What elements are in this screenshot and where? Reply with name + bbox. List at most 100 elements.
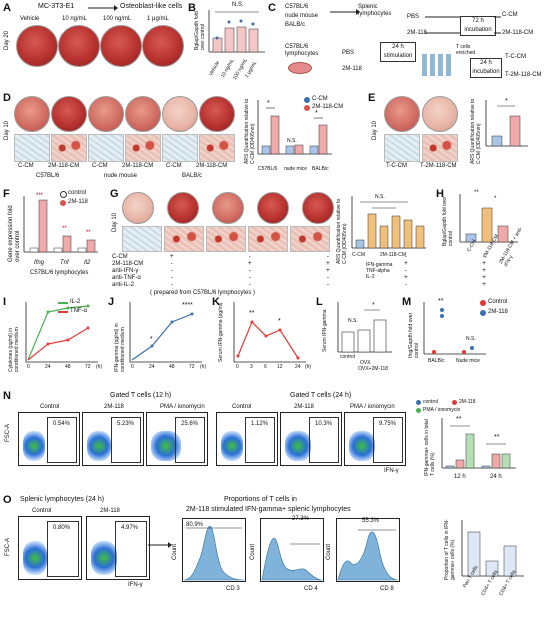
group-title: Splenic lymphocytes (24 h) <box>20 496 105 503</box>
day-label: Day 10 <box>372 120 378 140</box>
sig-mark: * <box>372 302 375 309</box>
legend-swatch <box>416 400 421 405</box>
legend-swatch <box>480 300 486 306</box>
sig-mark: * <box>278 318 281 325</box>
well-label: C-CM <box>92 163 108 169</box>
row-label: anti-IL-2 <box>112 282 135 288</box>
histogram-cd4 <box>260 518 324 582</box>
legend-label: 2M-118-CM <box>312 104 344 110</box>
chart-l <box>337 302 392 353</box>
ns-label: N.S. <box>375 194 385 200</box>
histogram-cd3 <box>182 518 246 582</box>
mouse-1: nude mouse <box>285 13 319 19</box>
strain-label: BALB/c <box>182 173 203 179</box>
tccm-label: T-C-CM <box>505 54 526 60</box>
y-axis-label: FSC-A <box>5 424 11 442</box>
group-title: Gated T cells (24 h) <box>290 392 352 399</box>
neut-label: TNF-alpha <box>366 268 390 274</box>
well-label: 2M-118-CM <box>196 163 228 169</box>
micrograph <box>384 134 420 162</box>
chart-f <box>23 196 98 253</box>
well-label: T-C-CM <box>386 163 407 169</box>
legend-label: TNF-α <box>70 308 88 314</box>
x-tick: 72 <box>189 364 195 370</box>
hist-percent: 80.9% <box>186 522 204 528</box>
stain-well <box>167 192 199 224</box>
group-label: 2M-118-CM <box>380 252 407 258</box>
panel-letter: M <box>402 296 412 308</box>
prop-subtitle: 2M-118 stimulated IFN-gamma+ splenic lym… <box>186 506 351 513</box>
stain-well <box>51 96 87 132</box>
x-tick: BALB/c <box>312 166 329 172</box>
chart-i <box>25 302 98 363</box>
mouse-2: BALB/c <box>285 22 306 28</box>
chart-o <box>461 520 524 577</box>
stain-well <box>384 96 420 132</box>
x-axis-label: CD 8 <box>380 586 394 592</box>
neut-label: IFN-gamma <box>366 262 393 268</box>
chart-g <box>351 196 426 249</box>
m118cm-label: 2M-118-CM <box>502 30 534 36</box>
x-tick: 12 <box>277 364 283 370</box>
micrograph <box>14 134 50 162</box>
day-label: Day 20 <box>4 30 10 50</box>
gate-percent: 0.54% <box>53 421 71 427</box>
panel-letter: F <box>3 188 10 200</box>
legend-swatch <box>480 310 486 316</box>
panel-letter: A <box>3 2 11 14</box>
x-tick: 0 <box>131 364 134 370</box>
row-label: C-CM <box>112 254 128 260</box>
well-label: C-CM <box>18 163 34 169</box>
sig-mark: ** <box>474 190 479 196</box>
x-axis-label: C57BL/6 lymphocytes <box>30 270 89 276</box>
panel-letter: O <box>3 494 12 506</box>
arrow-text: Osteoblast-like cells <box>120 3 183 10</box>
x-tick: 24 <box>45 364 51 370</box>
bar <box>224 27 235 53</box>
flow-plot: 0.54% <box>18 412 80 466</box>
x-axis-label: CD 3 <box>226 586 240 592</box>
strain-label: C57BL/6 <box>36 173 60 179</box>
panel-letter: N <box>3 390 11 402</box>
gate-percent: 0.80% <box>53 525 71 531</box>
y-axis-label: Serum IFN-gamma <box>322 309 328 352</box>
legend-swatch <box>304 105 310 111</box>
flow-arrows <box>425 16 501 34</box>
flow-plot: 4.97% <box>86 516 150 580</box>
cond-0: Vehicle <box>20 16 40 22</box>
x-tick: Tnf <box>60 260 69 266</box>
y-axis-label: ARS Quantification relative to C-CM (OD4… <box>470 98 482 164</box>
legend-swatch <box>58 302 68 304</box>
arrow-icon <box>330 9 360 15</box>
x-axis-label: IFN-γ <box>384 468 399 474</box>
y-axis-label: IFN-gamma (pg/ml) in conditioned medium <box>114 323 126 372</box>
sig-mark: * <box>315 110 318 117</box>
sig-mark: N.S. <box>287 138 297 144</box>
row-label: 2M-118-CM <box>112 261 144 267</box>
chart-h <box>459 194 518 243</box>
stain-well <box>257 192 289 224</box>
ns-label: N.S. <box>232 2 244 8</box>
x-tick: Nude mice <box>456 358 480 364</box>
well-label: 2M-118-CM <box>122 163 154 169</box>
legend-swatch <box>416 408 421 413</box>
x-tick: C57BL/6 <box>258 166 278 172</box>
micrograph <box>206 226 246 252</box>
chart-j <box>129 302 202 363</box>
chart-b <box>208 10 265 53</box>
y-axis-label: Cytokines (pg/ml) in conditioned medium <box>8 327 20 372</box>
cond-1: 10 ng/mL <box>62 16 88 22</box>
y-axis-label: FSC-A <box>5 538 11 556</box>
legend-label: control <box>423 399 439 405</box>
y-axis-label: Proportion of T cells in IFN-gamma+ cell… <box>444 519 456 580</box>
col-title: PMA / ionomycin <box>160 404 205 410</box>
sig-mark: ** <box>438 298 444 305</box>
gate-percent: 1.12% <box>251 421 269 427</box>
sig-mark: ** <box>62 226 67 232</box>
x-unit: (h) <box>200 364 207 370</box>
panel-letter: G <box>110 188 119 200</box>
sig-mark: * <box>150 336 153 343</box>
ctrl-label: C-CM <box>352 252 366 258</box>
hist-percent: 55.3% <box>362 518 380 524</box>
sig-mark: * <box>494 196 497 202</box>
